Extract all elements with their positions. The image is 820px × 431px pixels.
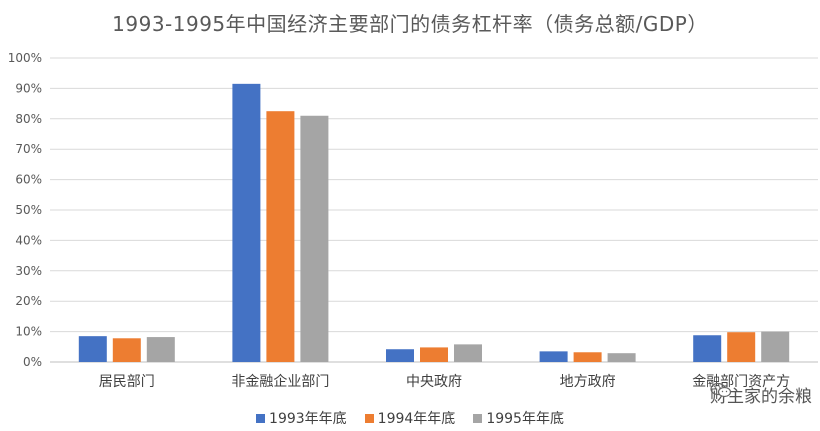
bar bbox=[232, 83, 261, 362]
legend-item: 1995年年底 bbox=[473, 408, 564, 428]
legend-swatch bbox=[473, 413, 483, 423]
legend-label: 1995年年底 bbox=[486, 411, 564, 427]
x-tick-label: 非金融企业部门 bbox=[231, 373, 329, 390]
y-tick-label: 50% bbox=[15, 203, 42, 217]
legend-item: 1994年年底 bbox=[364, 408, 456, 428]
bar bbox=[78, 336, 107, 362]
bar bbox=[607, 353, 636, 362]
y-tick-label: 70% bbox=[15, 142, 42, 156]
bar bbox=[454, 344, 482, 362]
chart-title: 1993-1995年中国经济主要部门的债务杠杆率（债务总额/GDP） bbox=[112, 12, 708, 36]
legend: 1993年年底 1994年年底 1995年年底 bbox=[0, 408, 820, 428]
legend-swatch bbox=[256, 413, 266, 423]
bar bbox=[266, 111, 295, 362]
legend-label: 1993年年底 bbox=[269, 411, 347, 427]
y-tick-label: 30% bbox=[15, 264, 42, 278]
bar bbox=[761, 331, 790, 362]
y-tick-label: 0% bbox=[23, 355, 42, 369]
x-tick-label: 金融部门资产方 bbox=[692, 374, 790, 390]
y-tick-label: 80% bbox=[15, 112, 42, 126]
legend-item: 1993年年底 bbox=[256, 408, 347, 428]
bar bbox=[539, 351, 568, 362]
bar bbox=[386, 349, 414, 362]
y-tick-label: 40% bbox=[15, 233, 42, 247]
wechat-icon bbox=[710, 382, 732, 398]
bar bbox=[420, 347, 448, 362]
bar bbox=[573, 352, 602, 362]
bar bbox=[146, 337, 175, 362]
bar bbox=[300, 115, 329, 362]
y-tick-label: 60% bbox=[15, 173, 42, 187]
y-tick-label: 90% bbox=[15, 81, 42, 95]
legend-swatch bbox=[364, 413, 374, 423]
bar bbox=[727, 332, 756, 362]
x-tick-label: 中央政府 bbox=[406, 374, 462, 390]
legend-label: 1994年年底 bbox=[377, 411, 456, 427]
bar bbox=[112, 338, 141, 362]
y-tick-label: 100% bbox=[8, 51, 42, 65]
bar bbox=[693, 335, 722, 362]
y-tick-label: 10% bbox=[15, 325, 42, 339]
watermark: 财主家的余粮 bbox=[710, 382, 812, 407]
x-tick-label: 居民部门 bbox=[99, 374, 155, 390]
y-tick-label: 20% bbox=[15, 294, 42, 308]
x-tick-label: 地方政府 bbox=[560, 374, 616, 390]
watermark-text: 财主家的余粮 bbox=[710, 387, 812, 407]
